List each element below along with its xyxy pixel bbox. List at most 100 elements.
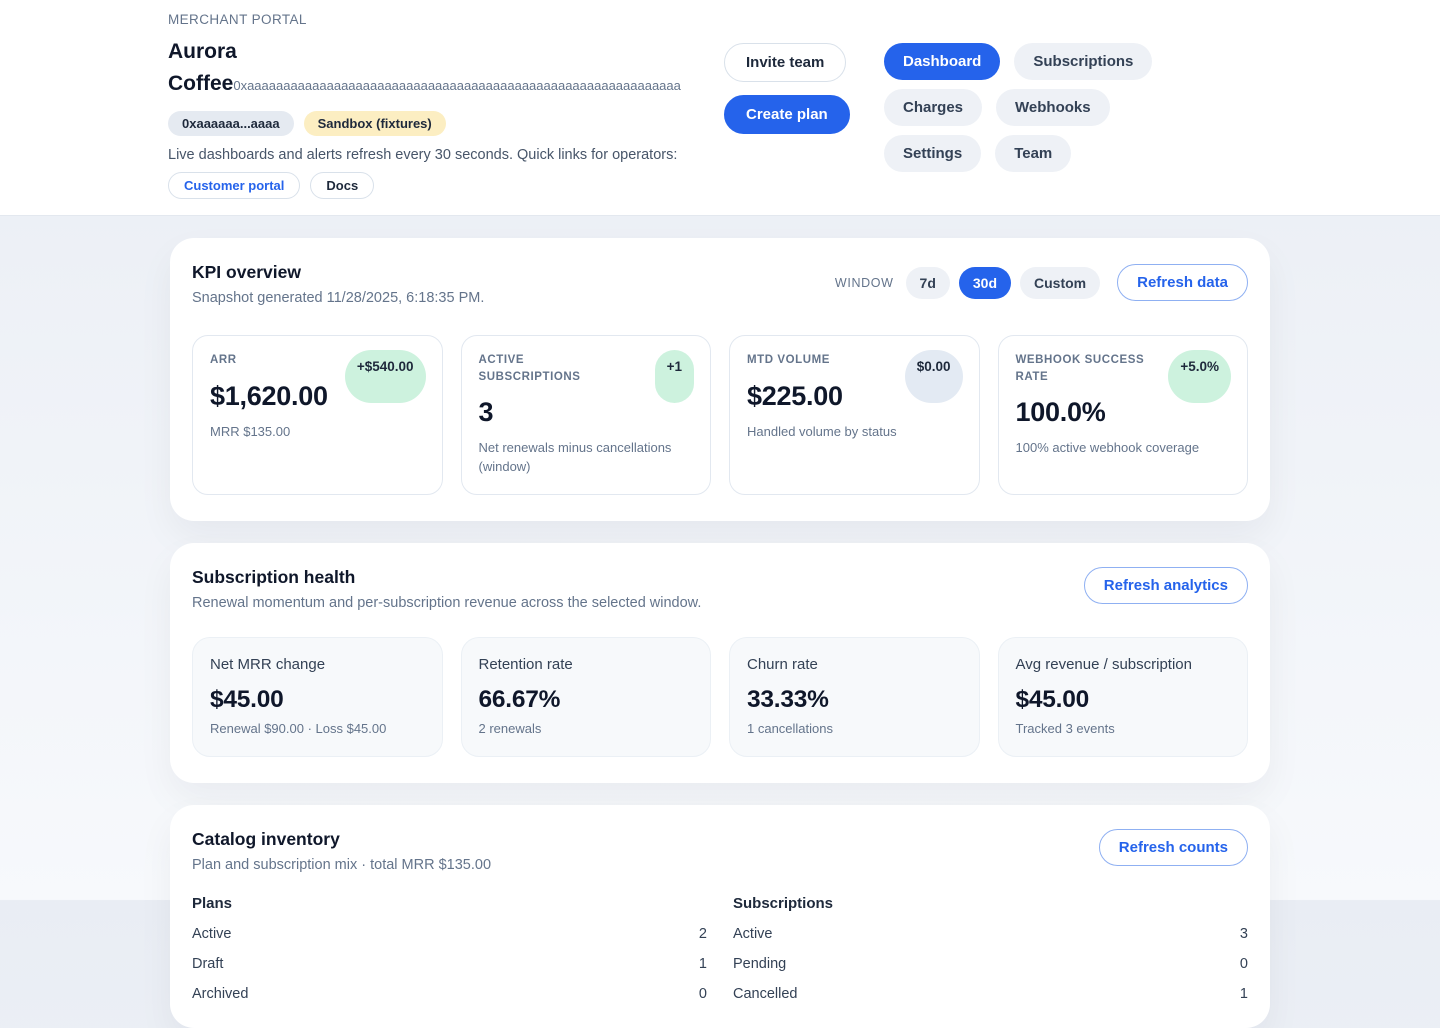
row-value: 0 — [698, 985, 707, 1002]
health-card-avg-revenue: Avg revenue / subscription $45.00 Tracke… — [997, 636, 1248, 757]
kpi-heading: KPI overview Snapshot generated 11/28/20… — [192, 262, 484, 306]
merchant-title: Aurora Coffee0xaaaaaaaaaaaaaaaaaaaaaaaaa… — [168, 36, 724, 99]
header-actions: Invite team Create plan — [724, 43, 850, 134]
health-grid: Net MRR change $45.00 Renewal $90.00 · L… — [192, 636, 1248, 757]
health-title: Subscription health — [192, 566, 356, 587]
table-row: Cancelled 1 — [733, 986, 1248, 1002]
kpi-card-mtd-volume: MTD VOLUME $0.00 $225.00 Handled volume … — [729, 335, 980, 495]
window-option-custom[interactable]: Custom — [1020, 266, 1101, 299]
badge-row: 0xaaaaaa...aaaa Sandbox (fixtures) — [168, 111, 724, 136]
kpi-card-value: 100.0% — [1015, 397, 1106, 428]
header-description: Live dashboards and alerts refresh every… — [168, 147, 678, 163]
health-card-sub: Tracked 3 events — [1015, 720, 1115, 736]
kpi-card-label: MTD VOLUME — [747, 354, 831, 366]
kpi-card-arr: ARR +$540.00 $1,620.00 MRR $135.00 — [192, 335, 443, 495]
window-option-7d[interactable]: 7d — [905, 266, 950, 299]
nav-item-team[interactable]: Team — [995, 135, 1072, 172]
catalog-grid: Plans Active 2 Draft 1 Archived 0 Subscr… — [192, 895, 1248, 1002]
account-id-badge: 0xaaaaaa...aaaa — [168, 111, 294, 136]
catalog-title: Catalog inventory — [192, 828, 340, 849]
nav-item-settings[interactable]: Settings — [884, 135, 982, 172]
quick-links: Customer portal Docs — [168, 172, 724, 199]
subscriptions-column-header: Subscriptions — [733, 894, 834, 912]
health-card-sub: 1 cancellations — [747, 720, 833, 736]
health-subtitle: Renewal momentum and per-subscription re… — [192, 594, 702, 611]
kpi-card-value: 3 — [478, 397, 494, 428]
kpi-delta-badge: +$540.00 — [344, 350, 426, 403]
kpi-card-webhook-success: WEBHOOK SUCCESS RATE +5.0% 100.0% 100% a… — [997, 335, 1248, 495]
merchant-account-hash: 0xaaaaaaaaaaaaaaaaaaaaaaaaaaaaaaaaaaaaaa… — [233, 77, 681, 93]
kpi-delta-badge: +5.0% — [1168, 350, 1231, 403]
table-row: Pending 0 — [733, 956, 1248, 972]
kpi-controls: WINDOW 7d 30d Custom Refresh data — [835, 264, 1248, 301]
kpi-card-label: ARR — [210, 354, 237, 366]
health-card-value: 33.33% — [747, 685, 829, 713]
health-card-label: Avg revenue / subscription — [1015, 655, 1193, 673]
health-card-sub: Renewal $90.00 · Loss $45.00 — [210, 720, 387, 736]
row-value: 0 — [1239, 955, 1248, 972]
health-card-value: $45.00 — [210, 685, 284, 713]
sandbox-badge: Sandbox (fixtures) — [303, 111, 446, 136]
refresh-counts-button[interactable]: Refresh counts — [1098, 828, 1248, 866]
health-heading: Subscription health Renewal momentum and… — [192, 567, 701, 611]
kpi-card-label: WEBHOOK SUCCESS RATE — [1015, 354, 1145, 383]
portal-eyebrow: MERCHANT PORTAL — [168, 12, 307, 27]
kpi-card-value: $1,620.00 — [210, 380, 328, 411]
app-header: MERCHANT PORTAL Aurora Coffee0xaaaaaaaaa… — [0, 0, 1440, 216]
kpi-card-active-subscriptions: ACTIVE SUBSCRIPTIONS +1 3 Net renewals m… — [460, 335, 711, 495]
subscriptions-column: Subscriptions Active 3 Pending 0 Cancell… — [733, 895, 1248, 1002]
health-card-label: Retention rate — [478, 655, 573, 673]
main-nav: Dashboard Subscriptions Charges Webhooks… — [884, 43, 1220, 172]
row-label: Pending — [733, 955, 787, 972]
create-plan-button[interactable]: Create plan — [724, 95, 850, 134]
plans-column-header: Plans — [192, 894, 233, 912]
invite-team-button[interactable]: Invite team — [724, 43, 847, 82]
catalog-heading: Catalog inventory Plan and subscription … — [192, 829, 491, 873]
kpi-grid: ARR +$540.00 $1,620.00 MRR $135.00 ACTIV… — [192, 335, 1248, 495]
refresh-analytics-button[interactable]: Refresh analytics — [1083, 566, 1248, 604]
row-value: 1 — [698, 955, 707, 972]
kpi-card-label: ACTIVE SUBSCRIPTIONS — [478, 354, 581, 383]
window-option-30d[interactable]: 30d — [958, 266, 1011, 299]
kpi-delta-badge: +1 — [654, 350, 694, 403]
refresh-data-button[interactable]: Refresh data — [1117, 264, 1248, 301]
plans-column: Plans Active 2 Draft 1 Archived 0 — [192, 895, 707, 1002]
kpi-card-sub: Handled volume by status — [747, 423, 897, 439]
health-card-sub: 2 renewals — [478, 720, 542, 736]
health-card-label: Churn rate — [747, 655, 818, 673]
nav-item-charges[interactable]: Charges — [884, 89, 983, 126]
kpi-title: KPI overview — [192, 262, 301, 282]
subscription-health-section: Subscription health Renewal momentum and… — [170, 542, 1270, 783]
row-label: Cancelled — [733, 985, 798, 1002]
customer-portal-link[interactable]: Customer portal — [168, 172, 301, 199]
catalog-inventory-section: Catalog inventory Plan and subscription … — [170, 804, 1270, 1028]
row-value: 1 — [1239, 985, 1248, 1002]
main-content: KPI overview Snapshot generated 11/28/20… — [170, 238, 1270, 1028]
catalog-subtitle: Plan and subscription mix · total MRR $1… — [192, 856, 492, 873]
row-label: Draft — [192, 955, 224, 972]
table-row: Draft 1 — [192, 956, 707, 972]
table-row: Active 2 — [192, 926, 707, 942]
row-value: 2 — [698, 925, 707, 942]
nav-item-dashboard[interactable]: Dashboard — [884, 43, 1001, 80]
row-label: Active — [192, 925, 232, 942]
docs-link[interactable]: Docs — [310, 172, 375, 199]
kpi-card-sub: MRR $135.00 — [210, 423, 291, 439]
health-card-value: 66.67% — [478, 685, 561, 713]
kpi-card-sub: 100% active webhook coverage — [1015, 440, 1200, 456]
row-value: 3 — [1239, 925, 1248, 942]
kpi-overview-section: KPI overview Snapshot generated 11/28/20… — [170, 238, 1270, 521]
merchant-name: Aurora Coffee — [168, 40, 237, 95]
kpi-card-sub: Net renewals minus cancellations (window… — [478, 440, 672, 474]
health-card-retention: Retention rate 66.67% 2 renewals — [460, 636, 711, 757]
nav-item-webhooks[interactable]: Webhooks — [996, 89, 1110, 126]
kpi-card-value: $225.00 — [747, 380, 843, 411]
nav-item-subscriptions[interactable]: Subscriptions — [1014, 43, 1153, 80]
kpi-subtitle: Snapshot generated 11/28/2025, 6:18:35 P… — [192, 290, 485, 306]
brand-block: MERCHANT PORTAL Aurora Coffee0xaaaaaaaaa… — [168, 5, 724, 199]
kpi-delta-badge: $0.00 — [904, 350, 963, 403]
row-label: Active — [733, 925, 773, 942]
window-label: WINDOW — [834, 275, 894, 290]
health-card-net-mrr: Net MRR change $45.00 Renewal $90.00 · L… — [192, 636, 443, 757]
table-row: Archived 0 — [192, 986, 707, 1002]
